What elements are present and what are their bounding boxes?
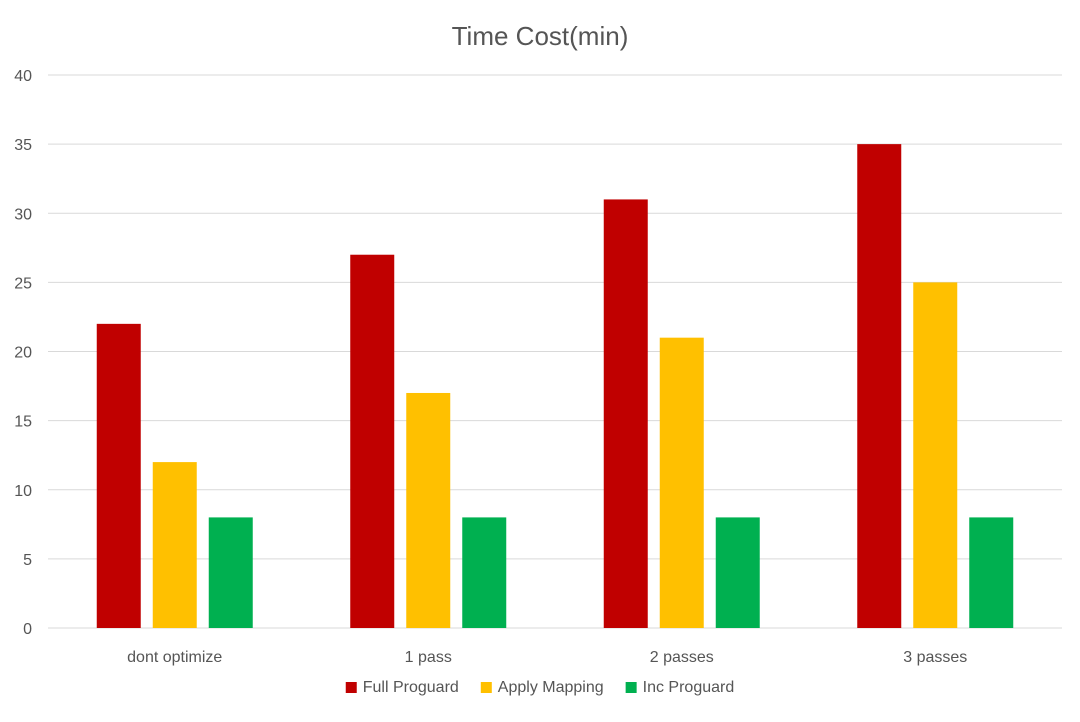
y-tick-label-0: 0 <box>23 621 32 638</box>
y-tick-label-15: 15 <box>14 414 32 431</box>
bar-inc-proguard-3-passes <box>969 517 1014 628</box>
y-tick-label-40: 40 <box>14 68 32 85</box>
x-category-label: 3 passes <box>903 649 967 666</box>
chart-title: Time Cost(min) <box>452 21 629 51</box>
legend-label-full-proguard: Full Proguard <box>363 679 459 696</box>
bar-full-proguard-dont-optimize <box>96 323 141 628</box>
bars <box>96 144 1014 629</box>
y-tick-label-25: 25 <box>14 275 32 292</box>
bar-apply-mapping-2-passes <box>659 337 704 628</box>
legend-label-inc-proguard: Inc Proguard <box>643 679 735 696</box>
y-axis-tick-labels: 0 5 10 15 20 25 30 35 40 <box>14 68 32 638</box>
legend-label-apply-mapping: Apply Mapping <box>498 679 604 696</box>
bar-apply-mapping-3-passes <box>913 282 958 628</box>
bar-inc-proguard-2-passes <box>715 517 760 628</box>
y-tick-label-20: 20 <box>14 345 32 362</box>
y-tick-label-35: 35 <box>14 137 32 154</box>
legend-swatch-inc-proguard <box>625 682 637 693</box>
bar-inc-proguard-1-pass <box>462 517 507 628</box>
gridlines <box>48 74 1062 629</box>
bar-apply-mapping-1-pass <box>406 392 451 628</box>
bar-full-proguard-2-passes <box>603 199 648 629</box>
bar-full-proguard-1-pass <box>350 254 395 628</box>
legend-swatch-full-proguard <box>345 682 357 693</box>
legend-swatch-apply-mapping <box>480 682 492 693</box>
y-tick-label-10: 10 <box>14 483 32 500</box>
bar-inc-proguard-dont-optimize <box>208 517 253 628</box>
bar-apply-mapping-dont-optimize <box>152 462 197 628</box>
legend: Full Proguard Apply Mapping Inc Proguard <box>345 679 735 696</box>
y-tick-label-30: 30 <box>14 206 32 223</box>
x-category-label: 1 pass <box>405 649 452 666</box>
bar-full-proguard-3-passes <box>857 144 902 628</box>
x-category-label: dont optimize <box>127 649 222 666</box>
x-category-label: 2 passes <box>650 649 714 666</box>
y-tick-label-5: 5 <box>23 552 32 569</box>
x-axis-category-labels: dont optimize 1 pass 2 passes 3 passes <box>127 649 967 666</box>
